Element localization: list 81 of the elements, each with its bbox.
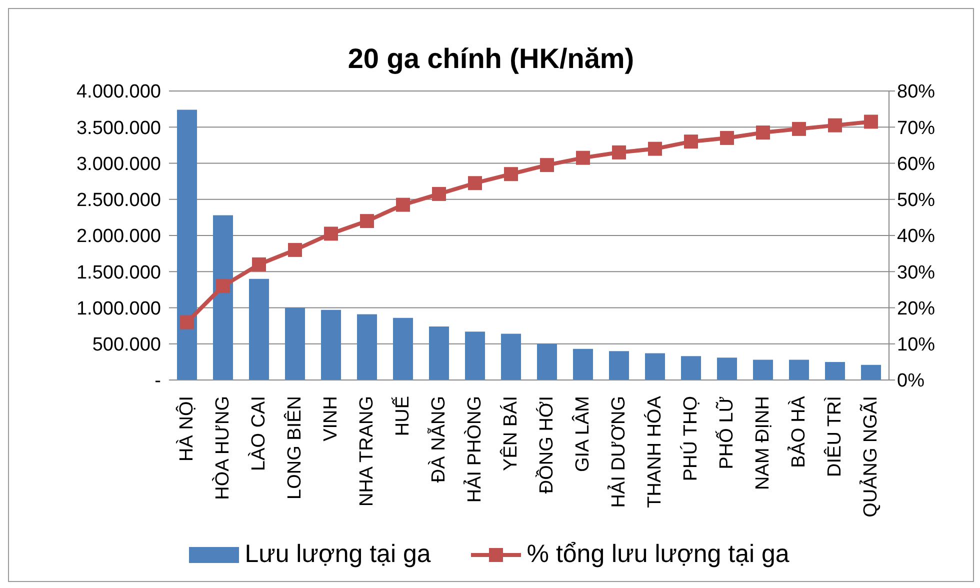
point [432, 186, 446, 201]
y-tick-label: 2.500.000 [76, 190, 161, 212]
point [864, 114, 878, 129]
x-tick-label: HẢI PHÒNG [462, 396, 486, 503]
x-tick-label: GIA LÂM [572, 396, 594, 472]
x-tick-label: YÊN BÁI [500, 396, 522, 471]
bar [285, 308, 305, 380]
y-tick-label: - [154, 370, 161, 392]
x-tick-label: ĐÀ NẴNG [426, 396, 450, 483]
x-tick-label: VINH [320, 396, 342, 442]
y2-tick-label: 60% [897, 154, 936, 175]
y2-tick-label: 10% [897, 334, 936, 356]
point [288, 242, 302, 257]
point [468, 176, 482, 190]
point [216, 279, 230, 294]
y-tick-label: 1.000.000 [76, 298, 161, 320]
x-tick-label: HÒA HƯNG [212, 396, 234, 500]
point [612, 145, 626, 160]
bar [429, 326, 449, 380]
legend-label: % tổng lưu lượng tại ga [526, 540, 790, 569]
x-tick-label: HÀ NỘI [176, 396, 198, 462]
x-tick-label: LÀO CAI [248, 396, 270, 471]
bar [213, 215, 233, 380]
bar [465, 332, 485, 380]
bar [825, 362, 845, 380]
x-tick-label: ĐỒNG HỚI [534, 396, 558, 494]
point [792, 122, 806, 136]
bar [177, 110, 197, 380]
point [252, 257, 266, 272]
point [684, 134, 698, 149]
point [828, 118, 842, 132]
bar [609, 351, 629, 380]
x-tick-label: BẢO HÀ [786, 396, 810, 468]
x-tick-label: NHA TRANG [356, 396, 378, 507]
y2-tick-label: 40% [897, 226, 936, 248]
y-tick-label: 3.000.000 [76, 154, 161, 175]
x-tick-label: HUẾ [390, 396, 414, 436]
bar [393, 318, 413, 380]
y2-tick-label: 30% [897, 262, 936, 284]
y2-tick-label: 20% [897, 298, 936, 320]
bar [753, 360, 773, 380]
x-tick-label: PHỐ LỮ [714, 396, 738, 470]
bar [501, 334, 521, 380]
y-tick-label: 4.000.000 [76, 82, 161, 103]
point [180, 315, 194, 330]
bar [249, 278, 269, 380]
bar [645, 353, 665, 380]
y-tick-label: 500.000 [92, 334, 161, 356]
x-tick-label: PHÚ THỌ [680, 396, 702, 482]
point [360, 214, 374, 228]
bar [861, 364, 881, 380]
bar [537, 344, 557, 380]
bar [681, 356, 701, 380]
point [324, 226, 338, 241]
y-tick-label: 1.500.000 [76, 262, 161, 284]
point [540, 158, 554, 172]
bar [573, 348, 593, 380]
point [720, 130, 734, 145]
x-tick-label: LONG BIÊN [284, 396, 306, 500]
point [756, 126, 770, 140]
x-tick-label: THANH HÓA [644, 396, 666, 508]
y2-tick-label: 50% [897, 190, 936, 212]
y2-tick-label: 70% [897, 118, 936, 139]
x-tick-label: HẢI DƯƠNG [606, 396, 630, 508]
point [576, 150, 590, 165]
chart-title: 20 ga chính (HK/năm) [346, 43, 636, 76]
y2-tick-label: 0% [897, 370, 925, 392]
y-tick-label: 3.500.000 [76, 118, 161, 139]
x-tick-label: QUẢNG NGÃI [858, 396, 882, 518]
bar [357, 314, 377, 380]
bar [717, 358, 737, 380]
y2-tick-label: 80% [897, 82, 936, 103]
y-tick-label: 2.000.000 [76, 226, 161, 248]
x-tick-label: NAM ĐỊNH [752, 396, 774, 490]
point [504, 167, 518, 182]
point [648, 142, 662, 156]
legend-label: Lưu lượng tại ga [244, 540, 431, 569]
point [396, 198, 410, 212]
bar [321, 310, 341, 380]
bar [789, 360, 809, 380]
x-tick-label: DIÊU TRÌ [824, 396, 846, 477]
